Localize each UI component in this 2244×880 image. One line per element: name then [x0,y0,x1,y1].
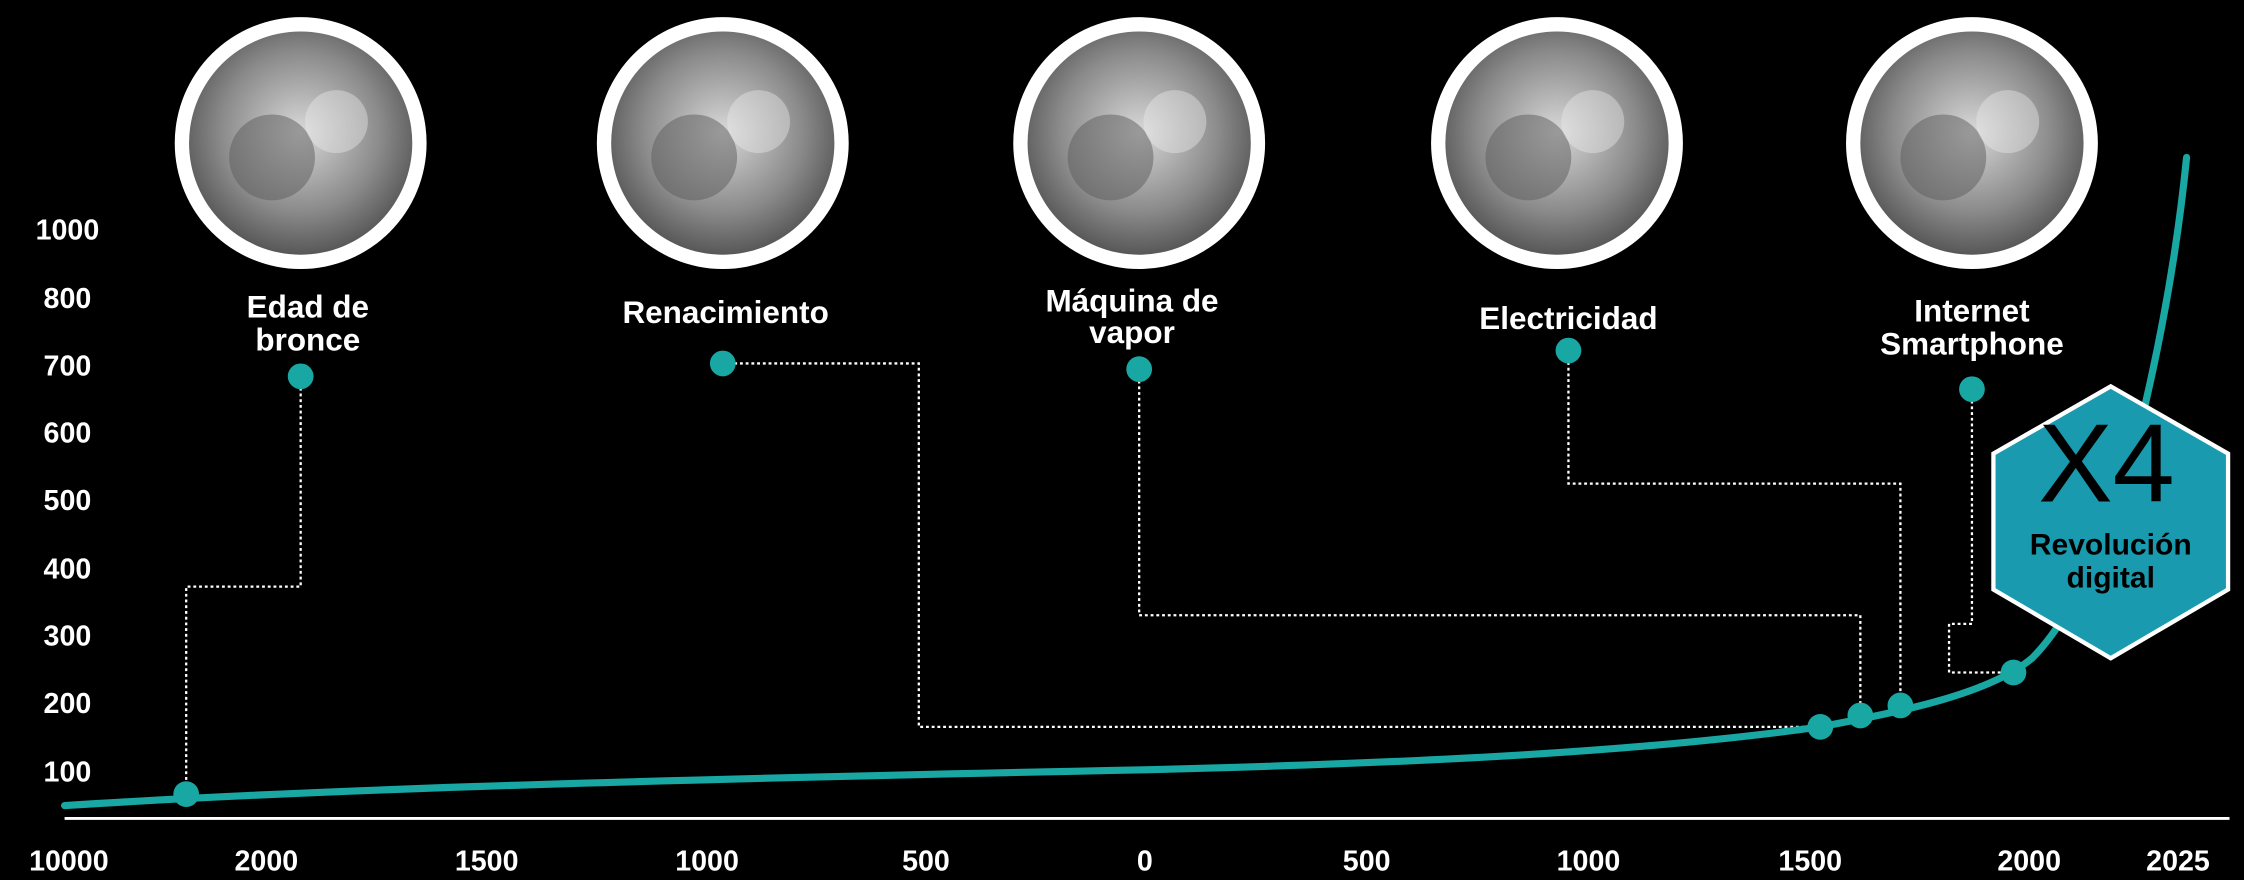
milestone-label: Smartphone [1880,327,2064,362]
badge-title: X4 [2038,401,2175,526]
y-axis-label: 200 [44,688,92,720]
milestone-label: Electricidad [1479,301,1657,336]
infographic: X4 Revolución digital 100080070060050040… [0,0,2244,880]
curve-point [1807,714,1833,740]
x-axis-label: 500 [902,845,950,877]
badge-subtitle: Revolución [2030,529,2192,562]
x-axis-label: 0 [1137,845,1153,877]
x-axis-label: 1000 [1557,845,1621,877]
curve-point [2001,660,2027,686]
x-axis-label: 2025 [2146,845,2210,877]
milestone-label: Máquina de [1045,284,1218,319]
y-axis-label: 1000 [36,214,100,246]
milestone-image-detail [1976,90,2039,153]
x-axis-label: 1500 [455,845,519,877]
milestone-label: bronce [255,322,360,357]
milestone-image-detail [1143,90,1206,153]
x-axis-label: 2000 [234,845,298,877]
milestone-image-detail [1561,90,1624,153]
badge-subtitle: digital [2067,561,2155,594]
milestone-dot [1556,338,1582,364]
milestone-dot [1959,376,1985,402]
milestone-image-detail [1485,114,1571,200]
y-axis-label: 800 [44,283,92,315]
x-axis-label: 10000 [29,845,109,877]
curve-point [1847,703,1873,729]
milestone-image-detail [651,114,737,200]
x-axis-label: 500 [1343,845,1391,877]
milestone-label: Edad de [247,289,369,324]
x-axis-label: 1000 [675,845,739,877]
milestone-image-detail [727,90,790,153]
milestone-label: vapor [1089,315,1175,350]
y-axis-label: 500 [44,485,92,517]
milestone-dot [710,351,736,377]
y-axis-label: 600 [44,418,92,450]
y-axis-label: 100 [44,757,92,789]
y-axis-label: 300 [44,621,92,653]
milestone-dot [288,363,314,389]
y-axis-label: 700 [44,350,92,382]
milestone-dot [1126,356,1152,382]
milestone-label: Internet [1914,294,2030,329]
milestone-image-detail [1900,114,1986,200]
milestone-label: Renacimiento [622,295,828,330]
milestone-image-detail [229,114,315,200]
x-axis-label: 1500 [1778,845,1842,877]
curve-point [173,781,199,807]
x-axis-label: 2000 [1997,845,2061,877]
y-axis-label: 400 [44,553,92,585]
page: X4 Revolución digital 100080070060050040… [0,0,2244,880]
milestone-image-detail [1068,114,1154,200]
curve-point [1888,693,1914,719]
milestone-image-detail [305,90,368,153]
